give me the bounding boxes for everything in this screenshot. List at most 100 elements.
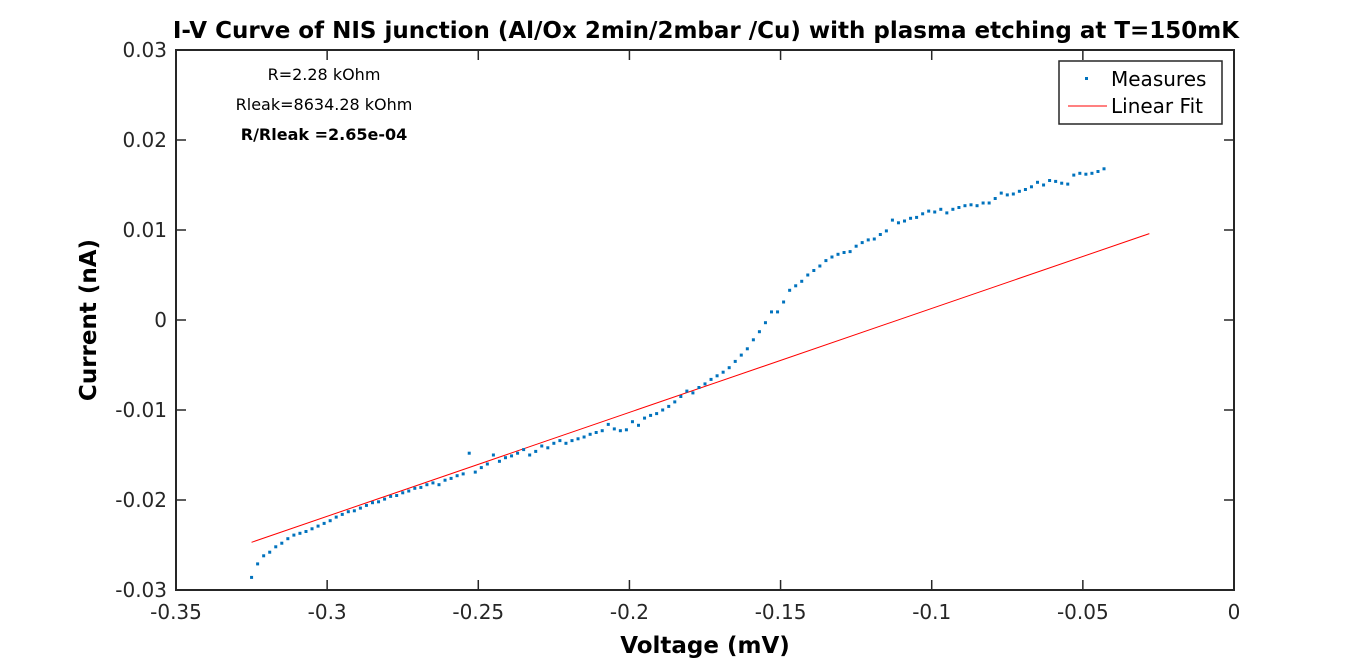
measure-point [667, 404, 671, 408]
measure-point [830, 255, 834, 259]
measure-point [745, 347, 749, 351]
chart-title: I-V Curve of NIS junction (Al/Ox 2min/2m… [173, 18, 1240, 44]
resistance-annotation: R=2.28 kOhm [268, 65, 381, 84]
measure-point [437, 483, 441, 487]
measure-point [1048, 179, 1052, 182]
measure-point [800, 279, 804, 283]
linear-fit-series [251, 233, 1150, 543]
resistance-ratio-annotation: R/Rleak =2.65e-04 [241, 125, 407, 144]
measure-point [649, 413, 653, 417]
measure-point [679, 395, 683, 398]
measure-point [757, 330, 761, 334]
measure-point [564, 441, 568, 445]
measure-point [1011, 192, 1015, 196]
measure-point [328, 519, 332, 523]
measure-point [836, 252, 840, 256]
leak-resistance-annotation: Rleak=8634.28 kOhm [236, 95, 413, 114]
measure-point [479, 466, 483, 470]
measure-point [491, 453, 495, 457]
measure-point [401, 491, 405, 495]
measure-point [957, 206, 961, 209]
measure-point [292, 533, 296, 537]
measure-point [322, 521, 326, 525]
measure-point [927, 209, 931, 213]
measure-point [806, 273, 810, 277]
measure-point [334, 515, 338, 519]
y-tick-label: 0.02 [122, 128, 167, 152]
fit-annotation: R=2.28 kOhm Rleak=8634.28 kOhm R/Rleak =… [236, 65, 413, 144]
measure-point [975, 204, 979, 208]
measure-point [1078, 171, 1082, 175]
x-tick-label: -0.1 [912, 600, 951, 624]
measure-point [824, 259, 828, 263]
measure-point [751, 338, 755, 342]
measure-point [461, 472, 465, 476]
measure-point [854, 244, 858, 248]
x-tick-label: -0.15 [755, 600, 807, 624]
measure-point [522, 448, 526, 452]
measure-point [993, 197, 997, 200]
measure-point [594, 431, 598, 434]
measure-point [739, 353, 743, 357]
measure-point [945, 211, 949, 215]
measure-point [413, 486, 417, 490]
measure-point [528, 453, 532, 457]
measure-point [274, 545, 278, 549]
measure-point [763, 321, 767, 325]
measure-point [1017, 189, 1021, 193]
measure-point [552, 441, 556, 445]
measure-point [685, 389, 689, 393]
measure-point [534, 449, 538, 453]
measure-point [1054, 179, 1058, 183]
measure-point [425, 483, 429, 487]
measure-point [860, 241, 864, 245]
y-tick-label: 0.01 [122, 218, 167, 242]
measure-point [818, 264, 822, 268]
y-tick-label: 0 [154, 308, 167, 332]
measure-point [794, 284, 798, 288]
measure-point [673, 400, 677, 404]
x-tick-label: -0.2 [610, 600, 649, 624]
x-tick-label: -0.05 [1057, 600, 1109, 624]
measure-point [643, 416, 647, 420]
legend-label-linear-fit: Linear Fit [1111, 94, 1203, 118]
measure-point [576, 437, 580, 441]
measure-point [733, 359, 737, 363]
measure-point [1102, 167, 1106, 171]
measure-point [1090, 171, 1094, 175]
measure-point [630, 420, 634, 424]
measure-point [262, 554, 266, 558]
measure-point [364, 503, 368, 507]
measure-point [727, 366, 731, 370]
measure-point [316, 524, 320, 528]
measure-point [473, 470, 477, 474]
measure-point [715, 374, 719, 378]
measure-point [485, 462, 489, 466]
measure-point [467, 451, 471, 455]
y-tick-label: 0.03 [122, 38, 167, 62]
measure-point [443, 478, 447, 482]
measure-point [661, 408, 665, 412]
measure-point [1036, 180, 1040, 184]
measure-point [582, 435, 586, 439]
x-axis-label: Voltage (mV) [620, 633, 790, 659]
measure-point [570, 439, 574, 443]
measure-point [1084, 172, 1088, 176]
measure-point [286, 537, 290, 541]
measure-point [419, 485, 423, 489]
measure-point [612, 427, 616, 431]
measure-point [842, 251, 846, 254]
measure-point [866, 238, 870, 242]
measure-point [981, 201, 985, 205]
measure-point [546, 446, 550, 450]
measure-point [304, 530, 308, 533]
measure-point [872, 237, 876, 241]
measure-point [389, 494, 393, 498]
measure-point [709, 377, 713, 381]
x-tick-label: -0.3 [308, 600, 347, 624]
measure-point [310, 527, 314, 531]
measure-point [346, 510, 350, 514]
measure-point [1023, 188, 1027, 191]
measure-point [588, 432, 592, 436]
